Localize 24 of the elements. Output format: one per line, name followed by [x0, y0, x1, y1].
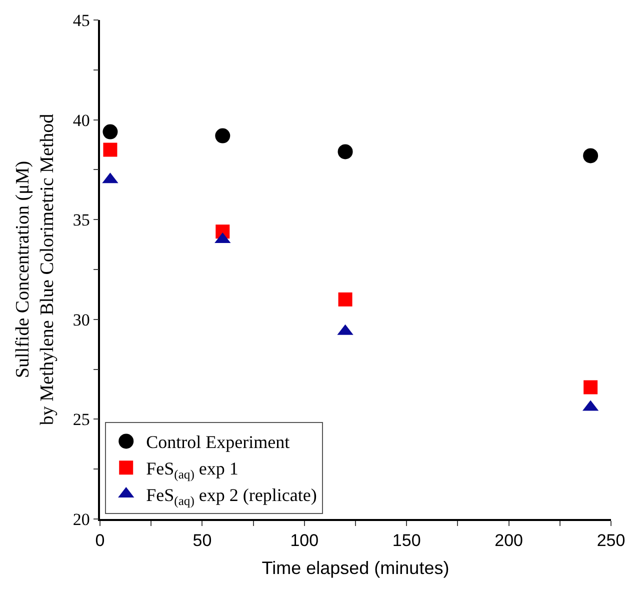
- legend-label: Control Experiment: [146, 432, 290, 452]
- y-tick-label: 30: [72, 310, 90, 330]
- x-tick-label: 250: [596, 531, 626, 550]
- point: [338, 292, 352, 306]
- x-tick-label: 200: [494, 531, 523, 550]
- point: [338, 144, 353, 160]
- x-tick-label: 50: [192, 531, 212, 550]
- legend-label: FeS$_{(aq)}$ exp 1: [146, 458, 238, 482]
- x-tick-label: 0: [95, 531, 105, 550]
- point: [584, 380, 598, 394]
- y-tick-label: 40: [72, 110, 90, 130]
- y-tick-label: 35: [72, 210, 90, 230]
- y-tick-label: 25: [72, 410, 90, 430]
- point: [215, 128, 230, 144]
- x-tick-label: 150: [392, 531, 421, 550]
- legend-label: FeS$_{(aq)}$ exp 2 (replicate): [146, 485, 317, 508]
- y-tick-label: 45: [72, 10, 90, 30]
- point: [103, 142, 118, 157]
- point: [102, 124, 118, 140]
- point: [583, 148, 598, 164]
- x-axis-title: Time elapsed (minutes): [262, 558, 450, 578]
- y-axis-title: Sullfide Concentration (μM) by Methylene Blue Colorimetric Method: [12, 113, 58, 426]
- y-tick-label: 20: [72, 510, 90, 529]
- x-tick-label: 100: [290, 531, 319, 550]
